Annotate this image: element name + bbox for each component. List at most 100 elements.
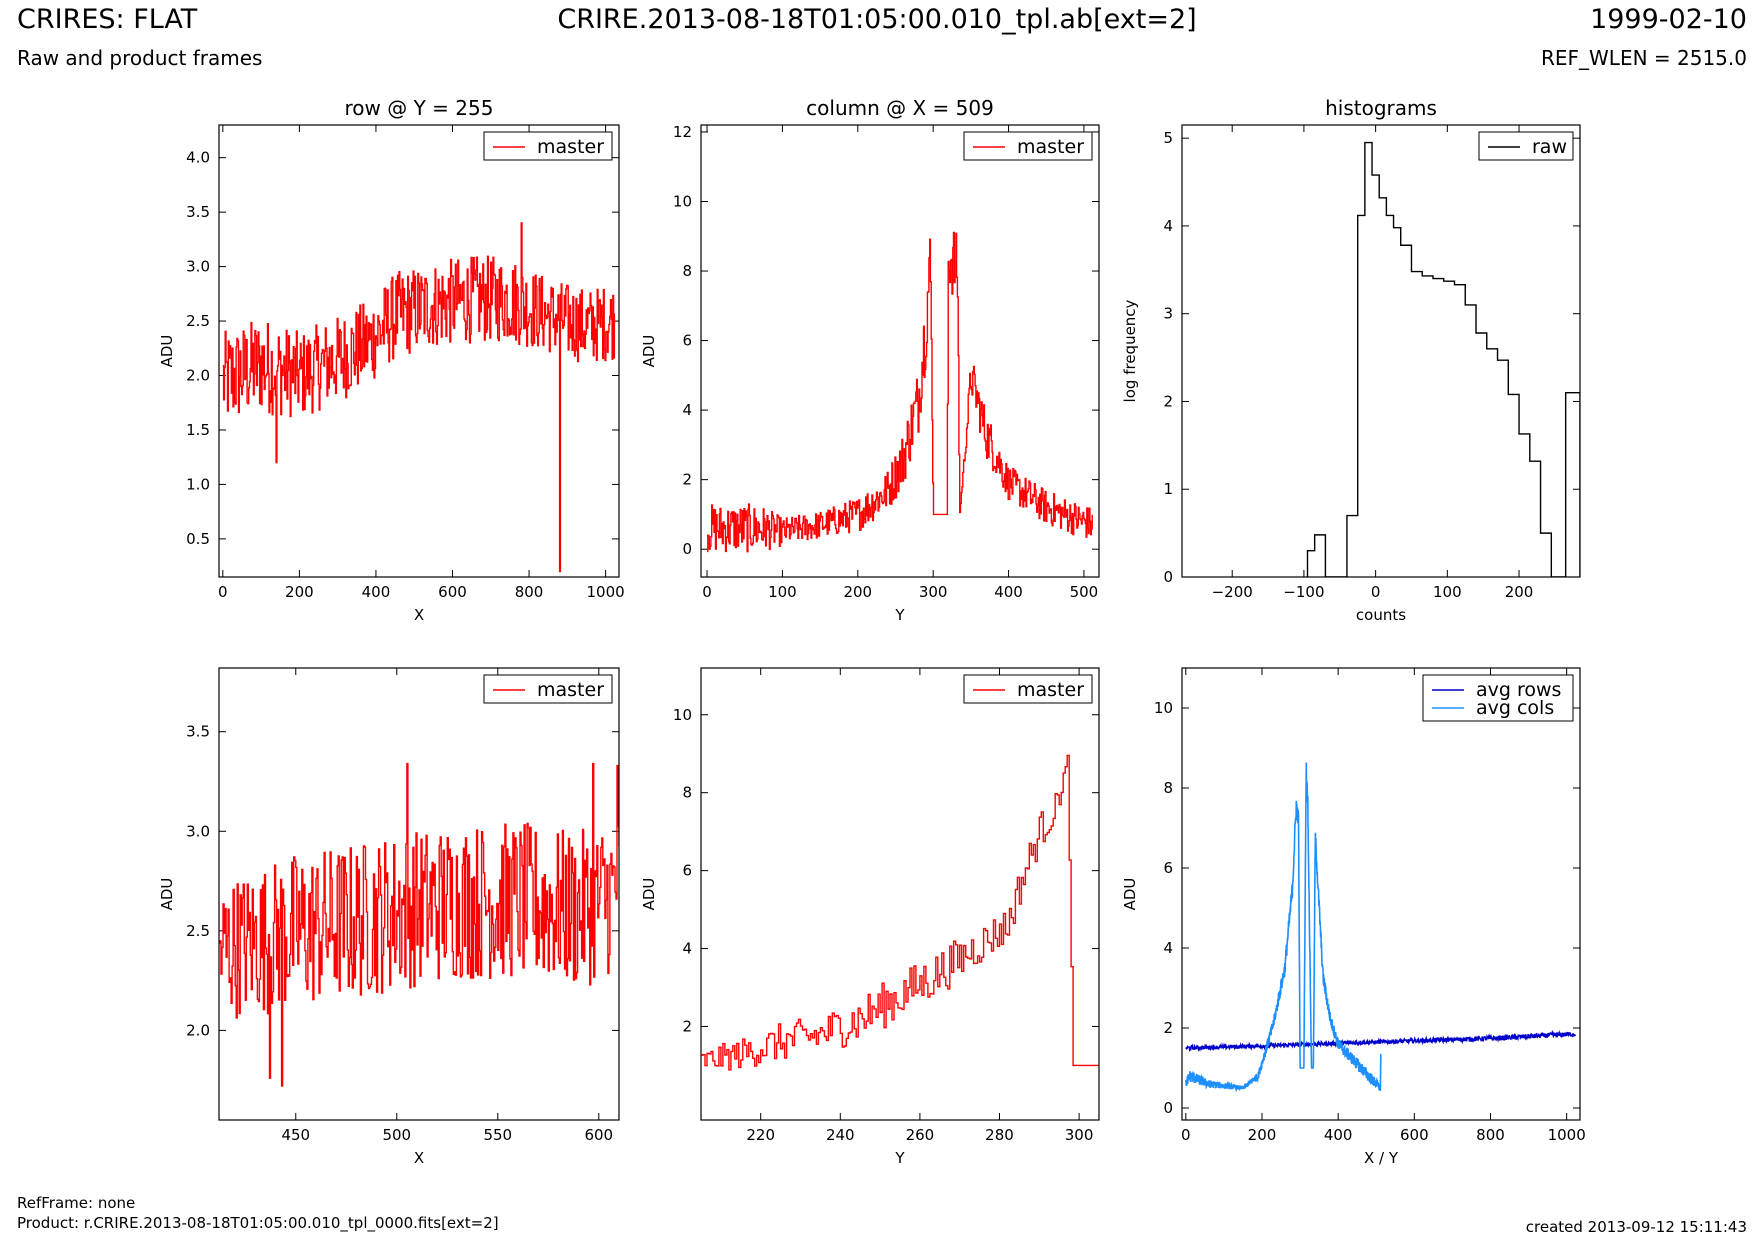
plot-frame: [1181, 124, 1581, 578]
y-tick-label: 0: [682, 540, 692, 558]
y-axis-label: ADU: [158, 878, 176, 911]
y-tick-label: 2: [1163, 1019, 1173, 1037]
x-tick-label: 0: [1181, 1126, 1191, 1144]
series-line-avg-cols: [1185, 762, 1382, 1093]
file-name: CRIRE.2013-08-18T01:05:00.010_tpl.ab[ext…: [557, 4, 1197, 35]
y-tick-label: 4: [1163, 939, 1173, 957]
y-tick-label: 3.0: [186, 258, 210, 276]
y-tick-label: 2: [682, 471, 692, 489]
y-tick-label: 2: [682, 1017, 692, 1035]
x-axis-label: Y: [894, 606, 905, 624]
legend-label: raw: [1532, 136, 1567, 158]
x-tick-label: 400: [994, 583, 1023, 601]
product-label: Product: r.CRIRE.2013-08-18T01:05:00.010…: [17, 1214, 499, 1232]
plot-frame: [700, 124, 1100, 578]
y-axis-label: ADU: [640, 878, 658, 911]
y-tick-label: 12: [673, 123, 692, 141]
report-title: CRIRES: FLAT: [17, 4, 198, 35]
y-tick-label: 2.0: [186, 367, 210, 385]
plot-frame: [700, 667, 1100, 1121]
x-tick-label: 500: [382, 1126, 411, 1144]
x-tick-label: 600: [438, 583, 467, 601]
ref-wlen: REF_WLEN = 2515.0: [1540, 46, 1747, 70]
y-tick-label: 0.5: [186, 530, 210, 548]
y-axis-label: ADU: [1121, 878, 1139, 911]
x-axis-label: X: [414, 1149, 424, 1167]
x-tick-label: 400: [1324, 1126, 1353, 1144]
y-tick-label: 6: [682, 332, 692, 350]
legend-label: master: [1017, 136, 1084, 158]
x-tick-label: 0: [218, 583, 228, 601]
legend-label: master: [537, 136, 604, 158]
plot-frame: [218, 667, 620, 1121]
series-line-master: [707, 231, 1093, 553]
x-tick-label: 500: [1070, 583, 1099, 601]
y-tick-label: 3: [1163, 305, 1173, 323]
y-tick-label: 10: [673, 706, 692, 724]
x-tick-label: 200: [1505, 583, 1534, 601]
x-tick-label: 300: [919, 583, 948, 601]
x-tick-label: 800: [1476, 1126, 1505, 1144]
y-tick-label: 1.0: [186, 475, 210, 493]
x-tick-label: 100: [1433, 583, 1462, 601]
series-line-raw: [1306, 141, 1580, 577]
y-tick-label: 10: [1154, 699, 1173, 717]
y-tick-label: 1: [1163, 480, 1173, 498]
x-tick-label: 600: [1400, 1126, 1429, 1144]
x-tick-label: 0: [1371, 583, 1381, 601]
y-tick-label: 8: [1163, 779, 1173, 797]
ref-frame-label: RefFrame: none: [17, 1194, 136, 1212]
x-tick-label: 240: [826, 1126, 855, 1144]
y-tick-label: 4: [682, 940, 692, 958]
y-tick-label: 8: [682, 262, 692, 280]
y-tick-label: 2.0: [186, 1021, 210, 1039]
x-tick-label: 260: [906, 1126, 935, 1144]
x-tick-label: −100: [1283, 583, 1324, 601]
series-line-master: [222, 222, 616, 573]
y-tick-label: 2.5: [186, 312, 210, 330]
y-tick-label: 6: [682, 862, 692, 880]
x-tick-label: 200: [285, 583, 314, 601]
created-label: created 2013-09-12 15:11:43: [1525, 1218, 1747, 1236]
x-tick-label: 300: [1065, 1126, 1094, 1144]
legend: master: [963, 131, 1093, 161]
chart-2: column @ X = 509 Y ADU 0 100 200 300 400 500 0 2 4 6…: [640, 96, 1100, 624]
x-tick-label: 1000: [1548, 1126, 1586, 1144]
legend-label: master: [1017, 679, 1084, 701]
chart-title: row @ Y = 255: [345, 96, 494, 120]
y-tick-label: 6: [1163, 859, 1173, 877]
x-tick-label: −200: [1212, 583, 1253, 601]
series-line-master: [219, 762, 619, 1087]
y-tick-label: 4: [1163, 217, 1173, 235]
legend-label: avg cols: [1476, 697, 1554, 719]
x-tick-label: 200: [843, 583, 872, 601]
series-line-avg-rows: [1185, 1029, 1577, 1052]
x-tick-label: 280: [985, 1126, 1014, 1144]
chart-5: Y ADU 220 240 260 280 300 2 4 6 8 10 master: [640, 667, 1100, 1167]
report-subtitle: Raw and product frames: [17, 46, 263, 70]
legend-label: master: [537, 679, 604, 701]
y-tick-label: 2: [1163, 392, 1173, 410]
x-tick-label: 1000: [587, 583, 625, 601]
y-axis-label: log frequency: [1121, 299, 1139, 402]
chart-1: row @ Y = 255 X ADU 0 200 400 600 800 1000 0.5 1.0…: [158, 96, 625, 624]
legend: master: [483, 674, 613, 704]
chart-title: histograms: [1325, 96, 1437, 120]
y-tick-label: 3.0: [186, 822, 210, 840]
legend: master: [483, 131, 613, 161]
chart-4: X ADU 450 500 550 600 2.0 2.5 3.0 3.5 master: [158, 667, 620, 1167]
x-tick-label: 100: [768, 583, 797, 601]
y-tick-label: 2.5: [186, 922, 210, 940]
legend-label: avg rows: [1476, 679, 1561, 701]
y-tick-label: 0: [1163, 1099, 1173, 1117]
x-tick-label: 200: [1248, 1126, 1277, 1144]
x-tick-label: 550: [483, 1126, 512, 1144]
y-tick-label: 3.5: [186, 203, 210, 221]
x-tick-label: 450: [281, 1126, 310, 1144]
x-axis-label: counts: [1356, 606, 1406, 624]
y-tick-label: 3.5: [186, 723, 210, 741]
y-tick-label: 1.5: [186, 421, 210, 439]
x-tick-label: 0: [702, 583, 712, 601]
